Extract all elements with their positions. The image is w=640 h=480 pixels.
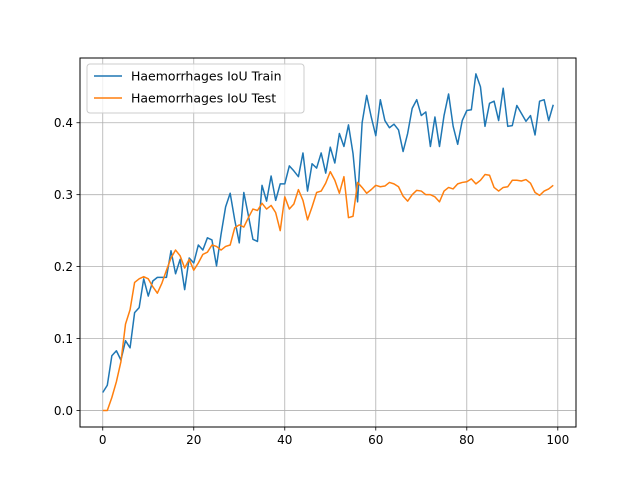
legend-box xyxy=(86,63,305,114)
x-ticks: 0 20 40 60 80 100 xyxy=(99,427,569,447)
legend-label-1: Haemorrhages IoU Test xyxy=(131,91,276,106)
x-tick-label: 100 xyxy=(546,433,569,447)
y-tick-label: 0.0 xyxy=(54,404,73,418)
y-tick-label: 0.3 xyxy=(54,188,73,202)
legend: Haemorrhages IoU Train Haemorrhages IoU T… xyxy=(86,63,305,114)
x-tick-label: 80 xyxy=(459,433,474,447)
series-line-0 xyxy=(102,73,554,393)
y-tick-label: 0.2 xyxy=(54,260,73,274)
y-tick-label: 0.4 xyxy=(54,116,73,130)
x-tick-label: 60 xyxy=(368,433,383,447)
y-ticks: 0.0 0.1 0.2 0.3 0.4 xyxy=(54,116,80,418)
x-tick-label: 0 xyxy=(99,433,107,447)
plot-frame xyxy=(79,57,577,428)
x-tick-label: 20 xyxy=(186,433,201,447)
grid-lines xyxy=(80,58,576,427)
series-line-1 xyxy=(102,170,554,412)
y-tick-label: 0.1 xyxy=(54,332,73,346)
series-lines xyxy=(102,73,554,412)
legend-label-0: Haemorrhages IoU Train xyxy=(131,69,282,84)
x-tick-label: 40 xyxy=(277,433,292,447)
